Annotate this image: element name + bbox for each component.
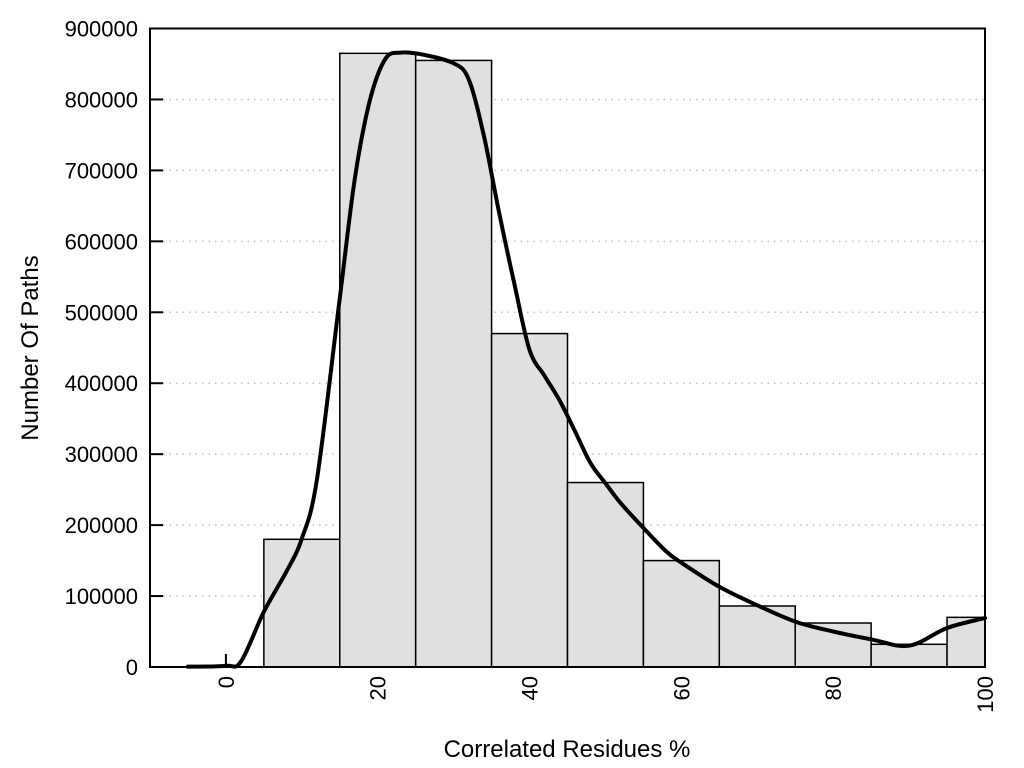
smooth-curve xyxy=(185,50,987,669)
histogram-bar xyxy=(414,59,493,668)
y-tick-label: 300000 xyxy=(65,442,138,467)
y-tick-label: 100000 xyxy=(65,584,138,609)
y-tick-label: 500000 xyxy=(65,300,138,325)
y-tick-label: 0 xyxy=(126,655,138,680)
histogram-bar xyxy=(339,52,417,668)
x-axis-title: Correlated Residues % xyxy=(444,736,691,763)
y-tick-label: 800000 xyxy=(65,87,138,112)
histogram-bar xyxy=(566,481,645,668)
y-axis-ticks xyxy=(150,27,163,668)
x-tick-labels: 0 20 40 60 80 100 xyxy=(214,676,998,713)
y-tick-label: 900000 xyxy=(65,17,138,42)
x-tick-label: 60 xyxy=(669,676,694,700)
y-axis-title: Number Of Paths xyxy=(17,255,44,440)
y-tick-label: 200000 xyxy=(65,513,138,538)
histogram-bar xyxy=(642,559,721,668)
x-tick-label: 80 xyxy=(821,676,846,700)
x-tick-label: 100 xyxy=(973,676,998,713)
plot-border xyxy=(149,27,986,668)
histogram-bar xyxy=(490,332,569,668)
y-tick-labels: 0 100000 200000 300000 400000 500000 600000 700… xyxy=(65,17,138,681)
y-tick-label: 400000 xyxy=(65,371,138,396)
histogram-bar xyxy=(263,538,341,668)
x-tick-label: 0 xyxy=(214,676,239,688)
histogram-bars xyxy=(263,52,986,668)
y-tick-label: 600000 xyxy=(65,229,138,254)
y-tick-label: 700000 xyxy=(65,158,138,183)
x-tick-label: 40 xyxy=(518,676,543,700)
x-tick-label: 20 xyxy=(366,676,391,700)
